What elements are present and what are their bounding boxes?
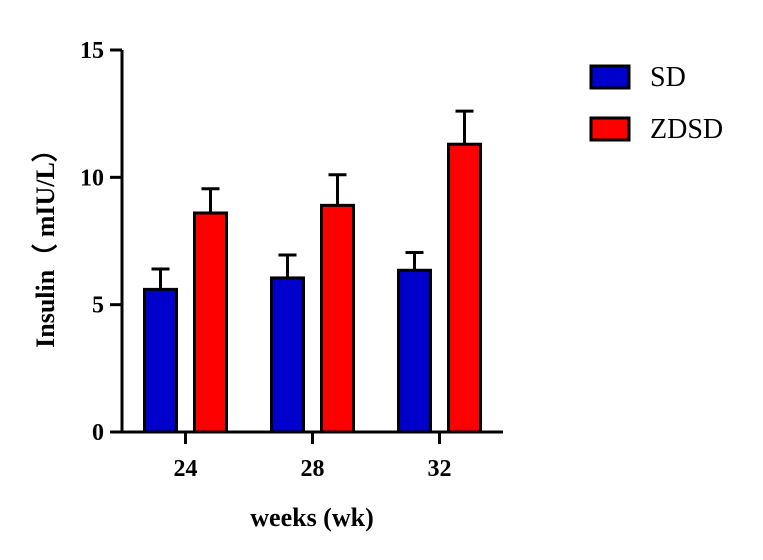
x-tick-label: 32: [428, 456, 452, 482]
y-axis: 0 5 10 15: [80, 38, 124, 446]
y-tick-label: 5: [92, 293, 104, 319]
y-tick-label: 10: [80, 165, 104, 191]
bar-sd-28: [270, 276, 305, 434]
bar-sd-32: [397, 268, 432, 434]
bar-sd-24: [143, 287, 178, 434]
legend-label-sd: SD: [650, 62, 686, 93]
bar-zdsd-24: [193, 211, 228, 434]
y-axis-title: Insulin（ mIU/L）: [31, 136, 60, 348]
y-tick-label: 0: [92, 420, 104, 446]
bar-zdsd-32: [447, 142, 482, 434]
bars: [143, 109, 482, 434]
legend-label-zdsd: ZDSD: [650, 114, 723, 145]
bar-zdsd-28: [320, 203, 355, 434]
x-axis-title: weeks (wk): [250, 503, 374, 532]
y-tick-label: 15: [80, 38, 104, 64]
legend: SD ZDSD: [589, 62, 723, 145]
legend-swatch-sd: [589, 64, 631, 90]
x-tick-label: 28: [301, 456, 325, 482]
x-tick-label: 24: [174, 456, 198, 482]
x-axis: 24 28 32: [122, 430, 503, 482]
legend-swatch-zdsd: [589, 116, 631, 142]
